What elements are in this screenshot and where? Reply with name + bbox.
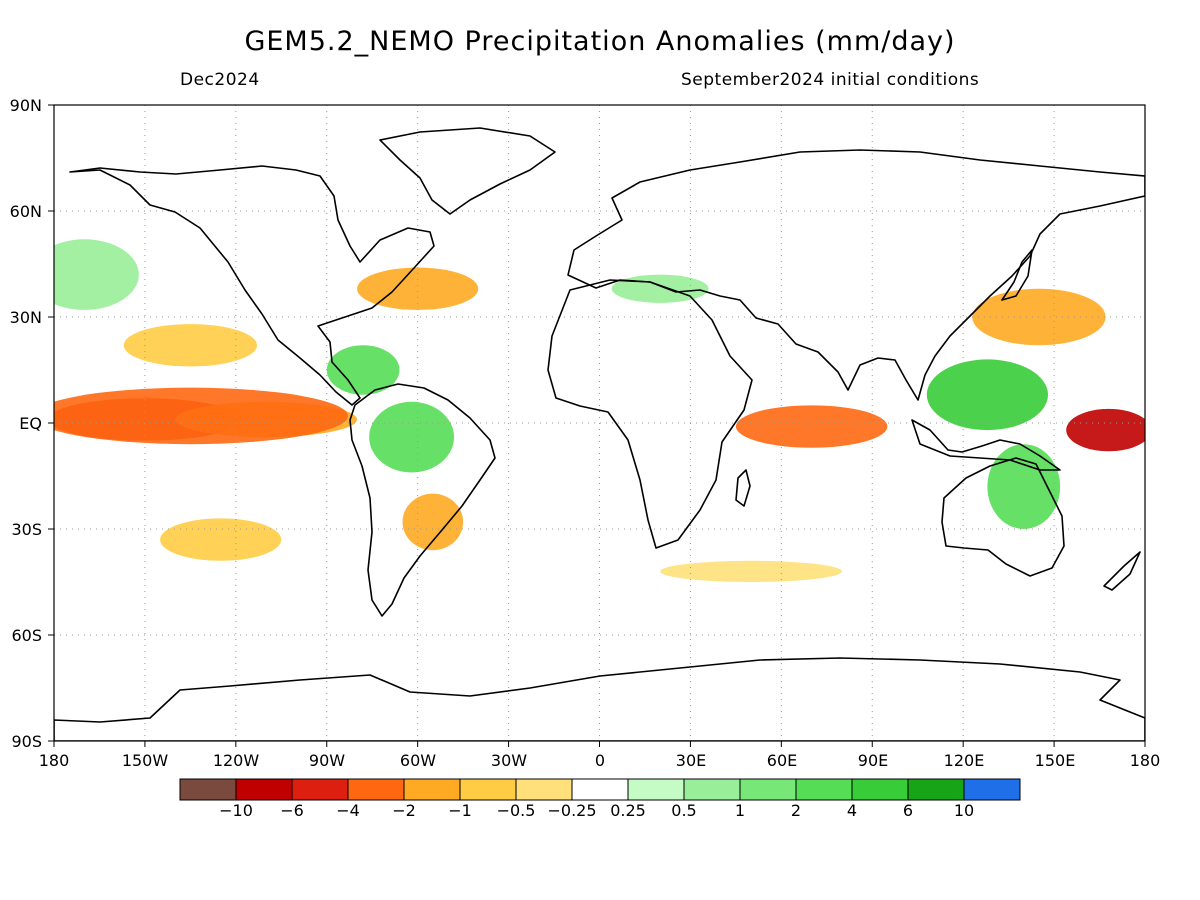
greenland-coast (379, 127, 556, 215)
legend-label: −0.25 (547, 801, 597, 820)
legend-swatch (739, 778, 797, 801)
map-title: GEM5.2_NEMO Precipitation Anomalies (mm/… (244, 26, 956, 57)
anomaly-amazon-wet (369, 401, 455, 473)
legend-swatch (907, 778, 965, 801)
antarctica-coast (54, 657, 1145, 741)
lon-label: 90E (857, 751, 889, 770)
legend-swatch (515, 778, 573, 801)
legend-swatch (291, 778, 349, 801)
lon-label: 120W (212, 751, 260, 770)
anomaly-southern-ocean-dry (660, 560, 842, 583)
anomaly-equatorial-band-dry (54, 387, 348, 445)
south-america-coast (349, 383, 496, 617)
color-legend (179, 778, 1021, 801)
madagascar-coast (735, 469, 751, 507)
coastlines (54, 127, 1145, 741)
anomaly-gulf-stream-dry (357, 267, 479, 310)
lon-label: 90W (308, 751, 346, 770)
legend-swatch (403, 778, 461, 801)
lon-label: 150W (121, 751, 169, 770)
legend-label: −1 (448, 801, 472, 820)
legend-swatch (179, 778, 237, 801)
anomaly-indian-ocean-dry (735, 405, 888, 448)
lon-label: 180 (38, 751, 70, 770)
anomaly-mediterranean-wet (611, 274, 709, 303)
anomaly-south-pacific-dry (160, 518, 282, 561)
lon-label: 0 (594, 751, 606, 770)
anomaly-maritime-continent-wet (926, 359, 1049, 431)
map-frame (53, 104, 1146, 742)
anomaly-caribbean-wet (326, 345, 400, 395)
legend-label: 10 (953, 801, 975, 820)
legend-label: 1 (734, 801, 746, 820)
lon-label: 30E (675, 751, 707, 770)
legend-swatch (459, 778, 517, 801)
legend-swatch (683, 778, 741, 801)
lon-label: 120E (943, 751, 985, 770)
lat-label: 60S (11, 626, 42, 645)
legend-swatch (795, 778, 853, 801)
japan-coast (1001, 249, 1033, 301)
legend-label: 0.25 (610, 801, 646, 820)
legend-label: 6 (902, 801, 914, 820)
lon-label: 150E (1034, 751, 1076, 770)
lat-label: 30N (9, 308, 42, 327)
legend-label: −4 (336, 801, 360, 820)
legend-swatch (347, 778, 405, 801)
legend-label: −6 (280, 801, 304, 820)
australia-coast (941, 457, 1065, 577)
lat-label: 30S (11, 520, 42, 539)
legend-label: 4 (846, 801, 858, 820)
anomaly-west-pacific-dry (1066, 408, 1145, 452)
legend-label: −10 (219, 801, 253, 820)
legend-label: 2 (790, 801, 802, 820)
initial-conditions-label: September2024 initial conditions (681, 70, 980, 90)
lon-label: 60W (399, 751, 437, 770)
eurasia-coast (567, 149, 1145, 401)
legend-swatch (627, 778, 685, 801)
lat-label: 90S (11, 732, 42, 751)
legend-swatch (963, 778, 1021, 801)
anomaly-north-pacific-wet (54, 239, 139, 310)
new-zealand-coast (1103, 551, 1141, 591)
legend-label: 0.5 (671, 801, 697, 820)
anomaly-hawaii-dry (123, 324, 258, 367)
lat-label: EQ (19, 414, 42, 433)
lon-label: 60E (766, 751, 798, 770)
lon-label: 180 (1129, 751, 1161, 770)
lon-label: 30W (490, 751, 528, 770)
legend-swatch (235, 778, 293, 801)
africa-coast (547, 279, 753, 549)
anomaly-australia-wet (987, 444, 1061, 529)
lat-label: 90N (9, 96, 42, 115)
anomaly-field (54, 239, 1145, 583)
forecast-month-label: Dec2024 (180, 70, 260, 90)
indonesia-coast (911, 419, 1061, 471)
legend-swatch (851, 778, 909, 801)
legend-swatch (571, 778, 629, 801)
legend-label: −2 (392, 801, 416, 820)
lat-label: 60N (9, 202, 42, 221)
north-america-coast (69, 165, 435, 406)
legend-label: −0.5 (496, 801, 536, 820)
